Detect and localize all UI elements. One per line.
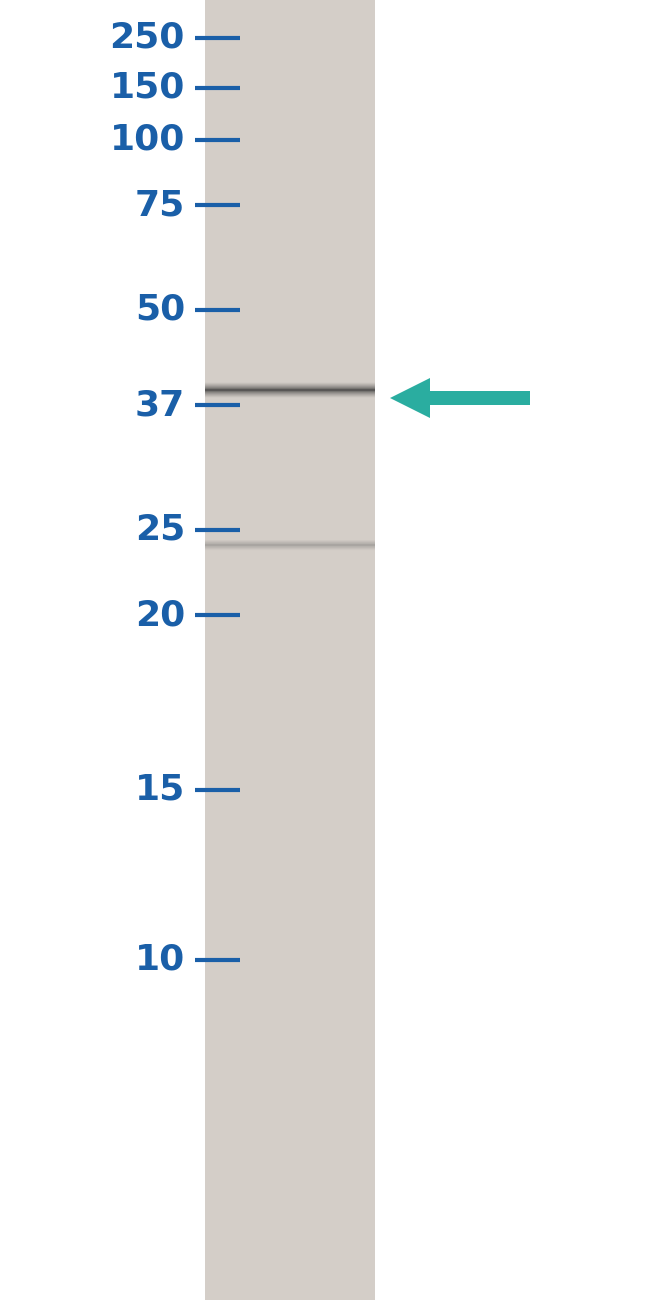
Text: 15: 15 <box>135 774 185 807</box>
FancyArrow shape <box>390 378 530 419</box>
Bar <box>205 0 375 1300</box>
Text: 20: 20 <box>135 598 185 632</box>
Text: 10: 10 <box>135 942 185 978</box>
Text: 50: 50 <box>135 292 185 328</box>
Text: 37: 37 <box>135 387 185 422</box>
Text: 250: 250 <box>110 21 185 55</box>
Text: 150: 150 <box>110 72 185 105</box>
Text: 100: 100 <box>110 124 185 157</box>
Text: 75: 75 <box>135 188 185 222</box>
Text: 25: 25 <box>135 514 185 547</box>
